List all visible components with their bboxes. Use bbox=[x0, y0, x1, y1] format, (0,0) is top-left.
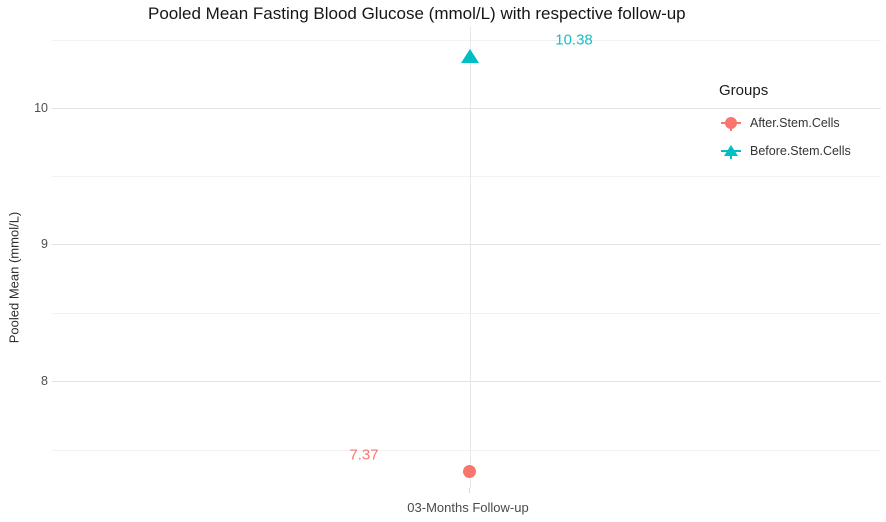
x-axis-tick-mark bbox=[469, 488, 470, 493]
y-axis-title: Pooled Mean (mmol/L) bbox=[6, 211, 22, 344]
minor-gridline-9-5 bbox=[52, 176, 881, 177]
major-gridline-9 bbox=[52, 244, 881, 245]
minor-gridline-10-5 bbox=[52, 40, 881, 41]
legend: Groups After.Stem.Cells Before.Stem.Cell… bbox=[719, 82, 851, 165]
data-point-before-stem-cells bbox=[461, 49, 479, 63]
data-label-before-stem-cells: 10.38 bbox=[555, 31, 593, 49]
legend-title: Groups bbox=[719, 82, 769, 99]
vertical-gridline-category bbox=[470, 26, 471, 488]
major-gridline-10 bbox=[52, 108, 881, 109]
y-tick-label-8: 8 bbox=[41, 374, 48, 388]
data-point-after-stem-cells bbox=[463, 465, 476, 478]
legend-item-after-stem-cells: After.Stem.Cells bbox=[719, 109, 851, 137]
legend-label-after-stem-cells: After.Stem.Cells bbox=[750, 116, 840, 130]
x-category-label: 03-Months Follow-up bbox=[407, 500, 529, 515]
y-tick-label-10: 10 bbox=[34, 101, 48, 115]
legend-label-before-stem-cells: Before.Stem.Cells bbox=[750, 144, 851, 158]
y-tick-label-9: 9 bbox=[41, 237, 48, 251]
minor-gridline-7-5 bbox=[52, 450, 881, 451]
plot-panel bbox=[52, 26, 881, 488]
data-label-after-stem-cells: 7.37 bbox=[349, 446, 379, 464]
legend-item-before-stem-cells: Before.Stem.Cells bbox=[719, 137, 851, 165]
major-gridline-8 bbox=[52, 381, 881, 382]
minor-gridline-8-5 bbox=[52, 313, 881, 314]
chart-title: Pooled Mean Fasting Blood Glucose (mmol/… bbox=[148, 4, 686, 23]
pointrange-triangle-icon bbox=[721, 141, 741, 161]
pointrange-circle-icon bbox=[721, 113, 741, 133]
